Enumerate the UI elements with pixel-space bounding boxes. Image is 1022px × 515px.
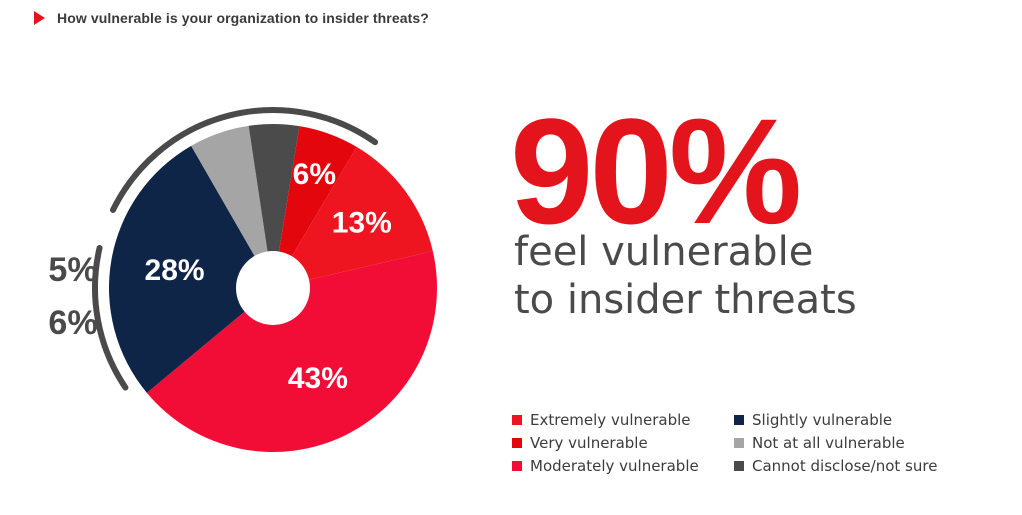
legend-item-moderately-vulnerable: Moderately vulnerable bbox=[512, 456, 734, 475]
legend-item-very-vulnerable: Very vulnerable bbox=[512, 433, 734, 452]
donut-chart: 43% 28% 6% 5% 6% 13% bbox=[48, 107, 437, 453]
outer-ring-arc-upper bbox=[110, 107, 379, 213]
pie-slice-not-at-all-vulnerable bbox=[191, 125, 273, 288]
slice-label-not-at-all-vulnerable: 6% bbox=[48, 304, 97, 342]
legend-label: Slightly vulnerable bbox=[752, 410, 893, 429]
slice-label-cannot-disclose-not-sure: 5% bbox=[48, 251, 97, 289]
chart-legend: Extremely vulnerable Slightly vulnerable V… bbox=[512, 410, 964, 475]
slice-label-moderately-vulnerable: 43% bbox=[288, 362, 348, 395]
headline-caption: feel vulnerable to insider threats bbox=[514, 228, 857, 324]
headline-line-1: feel vulnerable bbox=[514, 229, 814, 275]
pie-slice-very-vulnerable bbox=[273, 126, 357, 288]
slice-label-very-vulnerable: 6% bbox=[293, 158, 336, 191]
slice-label-extremely-vulnerable: 13% bbox=[332, 207, 392, 240]
legend-swatch bbox=[734, 437, 744, 448]
legend-item-slightly-vulnerable: Slightly vulnerable bbox=[734, 410, 964, 429]
pie-slice-cannot-disclose-not-sure bbox=[248, 123, 300, 288]
donut-hole bbox=[236, 251, 310, 325]
legend-label: Moderately vulnerable bbox=[530, 456, 699, 475]
legend-swatch bbox=[512, 437, 522, 448]
legend-item-not-at-all-vulnerable: Not at all vulnerable bbox=[734, 433, 964, 452]
legend-swatch bbox=[512, 460, 522, 471]
legend-label: Extremely vulnerable bbox=[530, 410, 691, 429]
pie-slice-moderately-vulnerable bbox=[146, 251, 437, 453]
question-header: How vulnerable is your organization to i… bbox=[34, 10, 429, 26]
legend-swatch bbox=[512, 414, 522, 425]
legend-swatch bbox=[734, 460, 744, 471]
legend-swatch bbox=[734, 414, 744, 425]
question-text: How vulnerable is your organization to i… bbox=[57, 10, 429, 26]
legend-label: Very vulnerable bbox=[530, 433, 648, 452]
pie-slice-extremely-vulnerable bbox=[273, 146, 433, 288]
triangle-marker-icon bbox=[34, 11, 45, 25]
legend-label: Cannot disclose/not sure bbox=[752, 456, 938, 475]
headline-percent: 90% bbox=[510, 87, 802, 255]
pie-slice-slightly-vulnerable bbox=[109, 145, 273, 393]
headline-line-2: to insider threats bbox=[514, 277, 857, 323]
legend-label: Not at all vulnerable bbox=[752, 433, 905, 452]
legend-item-cannot-disclose-not-sure: Cannot disclose/not sure bbox=[734, 456, 964, 475]
slice-label-slightly-vulnerable: 28% bbox=[145, 254, 205, 287]
outer-ring-arc-lower bbox=[92, 244, 129, 391]
legend-item-extremely-vulnerable: Extremely vulnerable bbox=[512, 410, 734, 429]
